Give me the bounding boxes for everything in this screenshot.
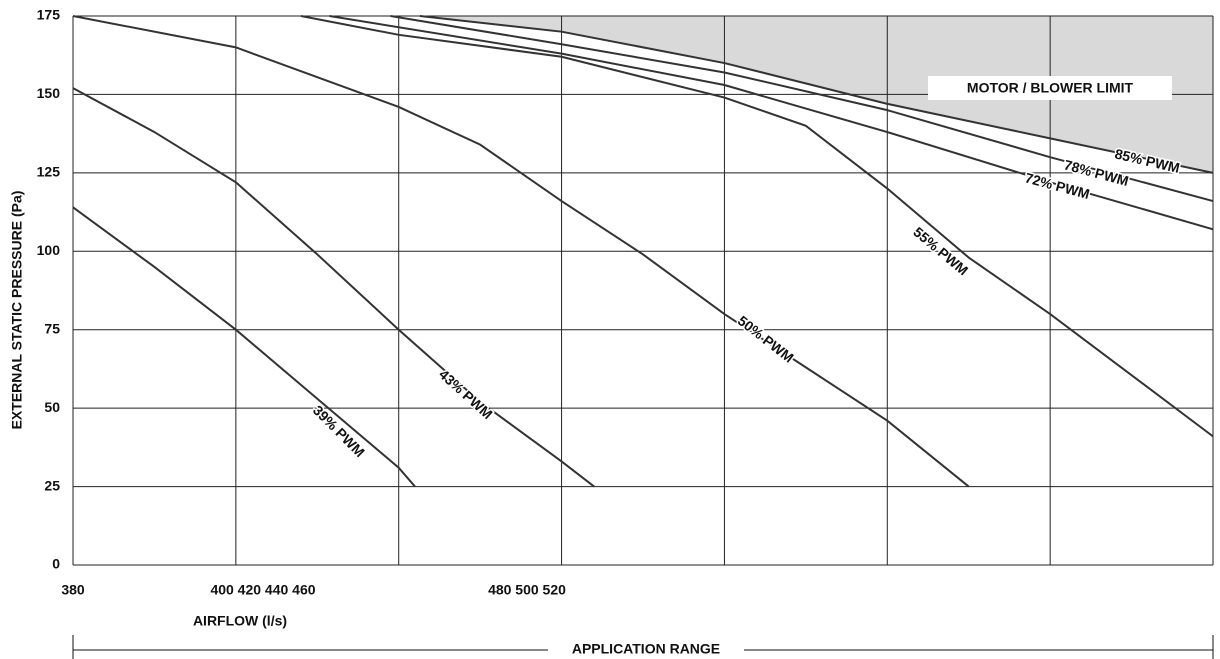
series-line: [390, 15, 1214, 203]
series-line: [72, 15, 970, 488]
series-line: [329, 15, 1214, 231]
x-tick-label: 480 500 520: [488, 582, 566, 598]
y-tick-label: 125: [37, 164, 61, 180]
series-line: [72, 206, 416, 488]
series-label: 43% PWM: [436, 366, 496, 422]
range-label-bg: [548, 641, 744, 659]
limit-region: [419, 16, 1213, 173]
y-axis-title: EXTERNAL STATIC PRESSURE (Pa): [9, 191, 25, 430]
limit-label: MOTOR / BLOWER LIMIT: [967, 80, 1134, 96]
series-line: [300, 15, 1214, 438]
y-tick-label: 0: [52, 556, 60, 572]
limit-label-bg: [928, 76, 1172, 100]
range-label: APPLICATION RANGE: [572, 641, 720, 657]
series-line: [419, 15, 1214, 174]
series-line: [72, 87, 595, 488]
x-tick-label: 380: [61, 582, 85, 598]
y-tick-label: 25: [44, 477, 60, 493]
y-tick-label: 100: [37, 242, 61, 258]
series-label: 50% PWM: [735, 312, 797, 365]
x-axis-title: AIRFLOW (l/s): [193, 613, 287, 629]
y-tick-label: 150: [37, 85, 61, 101]
y-tick-label: 175: [37, 7, 61, 23]
series-label: 39% PWM: [310, 402, 368, 460]
y-tick-label: 50: [44, 399, 60, 415]
y-tick-label: 75: [44, 320, 60, 336]
x-tick-label: 400 420 440 460: [210, 582, 315, 598]
